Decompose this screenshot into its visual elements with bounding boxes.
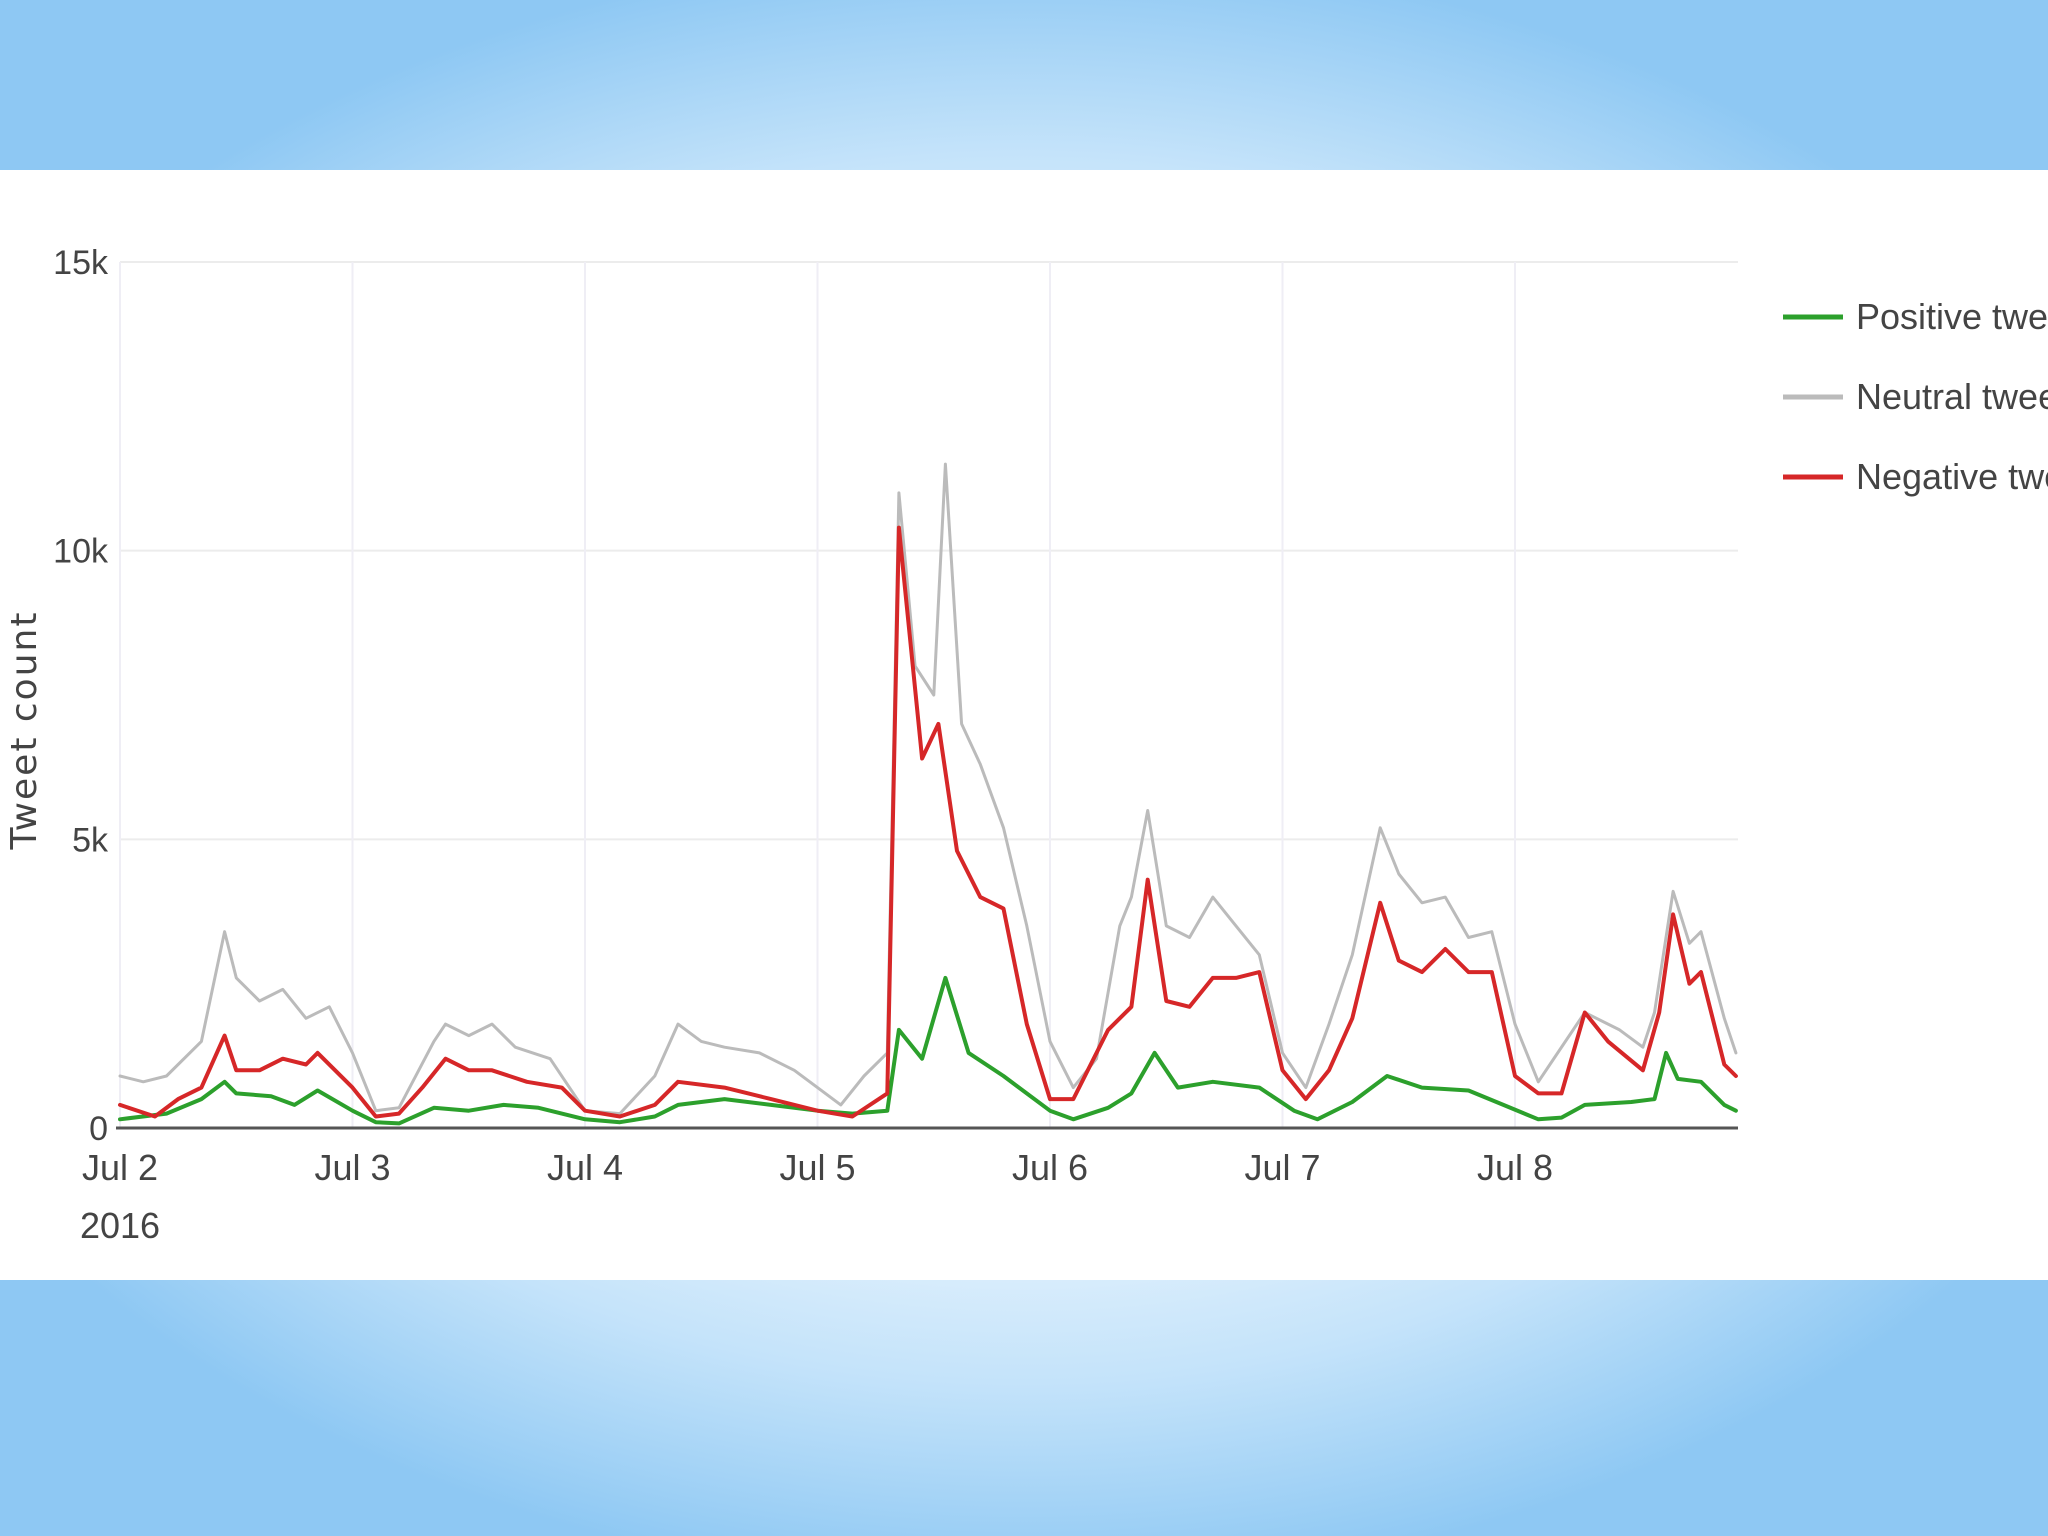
x-tick-label: Jul 7 [1244,1147,1320,1188]
y-tick-label: 5k [72,821,109,859]
tweet-count-chart: 0 5k 10k 15k Jul 2 2016 Jul 3 Jul 4 Jul 5 Jul 6 Ju… [4,244,2048,1246]
axes: 0 5k 10k 15k Jul 2 2016 Jul 3 Jul 4 Jul 5 Jul 6 Ju… [53,244,1738,1246]
y-tick-label: 10k [53,533,109,571]
legend-label-neutral-tweets: Neutral tweets [1856,376,2048,417]
series-line-negative-tweets [118,525,1738,1119]
series-line-neutral-tweets [118,462,1738,1116]
y-tick-label: 0 [89,1110,108,1148]
x-tick-label: Jul 2 [82,1147,158,1188]
y-tick-label: 15k [53,244,109,282]
x-tick-label: Jul 5 [779,1147,855,1188]
chart-panel: 0 5k 10k 15k Jul 2 2016 Jul 3 Jul 4 Jul 5 Jul 6 Ju… [0,170,2048,1280]
legend-label-negative-tweets: Negative tweets [1856,456,2048,497]
series-lines [118,462,1738,1126]
x-tick-sublabel: 2016 [80,1205,160,1246]
x-tick-label: Jul 3 [314,1147,390,1188]
grid-lines [119,261,1738,1128]
y-axis-label: Tweet count [4,611,45,851]
x-tick-label: Jul 6 [1012,1147,1088,1188]
legend: Positive tweets Neutral tweets Negative tw… [1783,296,2048,497]
x-tick-label: Jul 8 [1477,1147,1553,1188]
x-tick-label: Jul 4 [547,1147,623,1188]
legend-label-positive-tweets: Positive tweets [1856,296,2048,337]
series-line-positive-tweets [118,975,1738,1126]
